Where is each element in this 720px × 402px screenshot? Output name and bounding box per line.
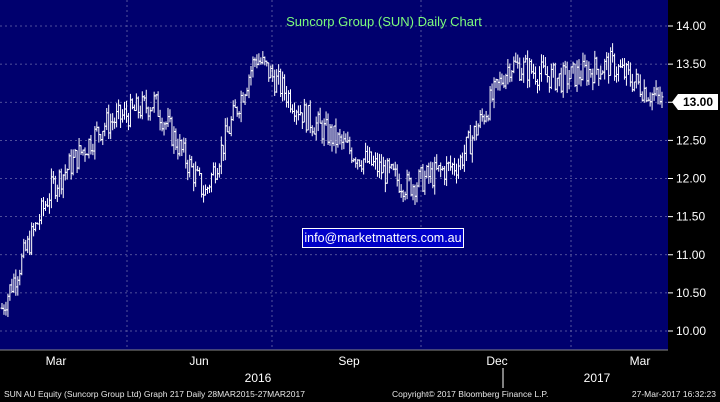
month-label: Jun (189, 354, 208, 368)
price-bars (0, 43, 664, 318)
x-axis-labels: Mar Jun Sep Dec Mar 2016 2017 (46, 354, 651, 388)
y-axis-labels: 14.0013.5013.0012.5012.0011.5011.0010.50… (668, 19, 706, 338)
month-label: Mar (630, 354, 651, 368)
y-tick-label: 12.00 (676, 172, 706, 186)
year-label: 2017 (584, 371, 611, 385)
chart-title: Suncorp Group (SUN) Daily Chart (286, 14, 482, 29)
y-tick-label: 11.50 (676, 210, 705, 224)
grid-layer (0, 0, 668, 350)
year-label: 2016 (245, 371, 272, 385)
plot-area (0, 0, 668, 350)
y-axis-area (668, 0, 720, 388)
last-price-marker: 13.00 (672, 94, 718, 110)
footer-right: 27-Mar-2017 16:32:23 (631, 389, 716, 399)
y-tick-label: 14.00 (676, 19, 706, 33)
y-tick-label: 13.50 (676, 57, 706, 71)
footer-center: Copyright© 2017 Bloomberg Finance L.P. (392, 389, 549, 399)
last-price-label: 13.00 (683, 95, 713, 109)
x-axis-area (0, 350, 668, 388)
footer-left: SUN AU Equity (Suncorp Group Ltd) Graph … (4, 389, 305, 399)
month-label: Mar (46, 354, 67, 368)
y-tick-label: 10.50 (676, 286, 706, 300)
y-tick-label: 12.50 (676, 133, 706, 147)
footer: SUN AU Equity (Suncorp Group Ltd) Graph … (0, 388, 720, 402)
watermark-email: info@marketmatters.com.au (302, 228, 464, 248)
month-label: Dec (486, 354, 507, 368)
y-tick-label: 10.00 (676, 324, 706, 338)
month-label: Sep (338, 354, 360, 368)
ohlc-bar (660, 91, 664, 109)
y-tick-label: 11.00 (676, 248, 705, 262)
